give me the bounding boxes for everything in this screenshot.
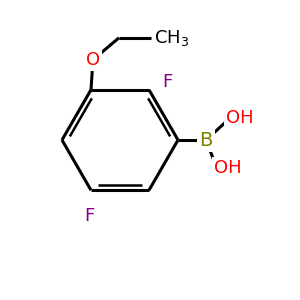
Text: F: F: [84, 207, 94, 225]
Text: OH: OH: [214, 159, 242, 177]
Text: O: O: [86, 51, 100, 69]
Text: OH: OH: [226, 109, 254, 127]
Text: CH$_3$: CH$_3$: [154, 28, 189, 48]
Text: B: B: [199, 130, 213, 149]
Text: F: F: [162, 73, 172, 91]
